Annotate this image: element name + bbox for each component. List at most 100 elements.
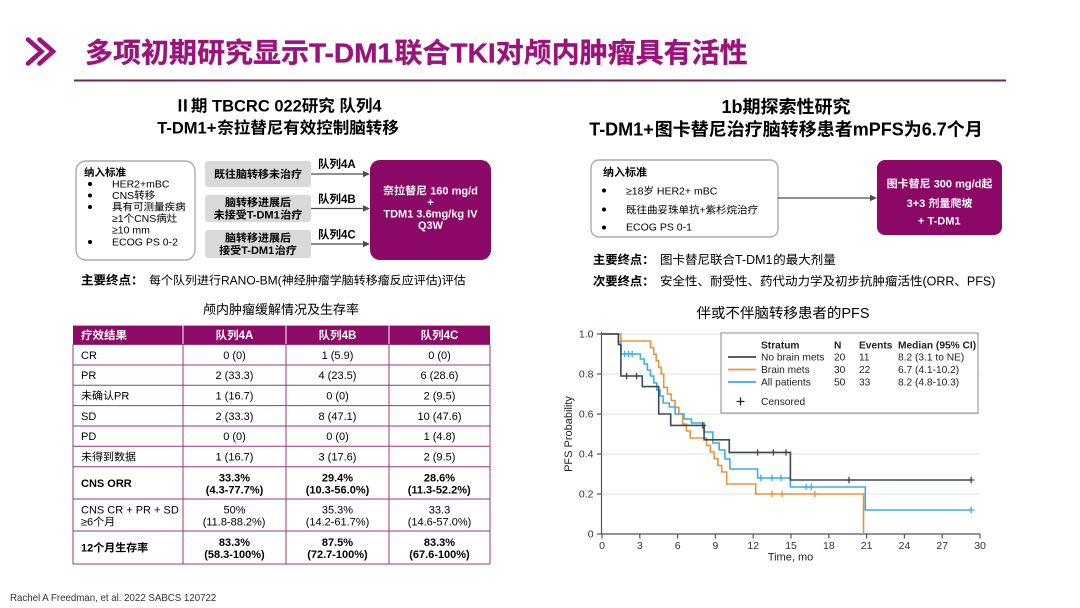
svg-text:11: 11 xyxy=(859,353,870,364)
svg-text:mPFS: mPFS xyxy=(853,120,904,140)
svg-text:27: 27 xyxy=(936,540,948,552)
svg-text:21: 21 xyxy=(861,540,873,552)
svg-text:0 (0): 0 (0) xyxy=(223,431,246,443)
svg-text:Q3W: Q3W xyxy=(418,220,444,232)
svg-text:(ORR: (ORR xyxy=(923,275,955,289)
svg-text:0.2: 0.2 xyxy=(579,489,594,501)
svg-text:4B: 4B xyxy=(342,330,357,342)
svg-text:Median (95% CI): Median (95% CI) xyxy=(898,341,976,352)
svg-text:6.7: 6.7 xyxy=(922,120,947,140)
svg-text:0.8: 0.8 xyxy=(579,369,594,381)
svg-text:(67.6-100%): (67.6-100%) xyxy=(409,549,470,561)
svg-text:CNS: CNS xyxy=(112,190,134,202)
svg-text:(58.3-100%): (58.3-100%) xyxy=(204,549,265,561)
svg-text:8 (47.1): 8 (47.1) xyxy=(319,411,357,423)
svg-text:33: 33 xyxy=(859,378,871,389)
svg-text:6.7 (4.1-10.2): 6.7 (4.1-10.2) xyxy=(898,365,959,376)
svg-text:87.5%: 87.5% xyxy=(322,537,353,549)
svg-text:4: 4 xyxy=(372,98,382,116)
svg-text:0 (0): 0 (0) xyxy=(223,350,246,362)
svg-text:Censored: Censored xyxy=(761,397,806,408)
svg-text:HER2+mBC: HER2+mBC xyxy=(112,179,170,191)
svg-text:0: 0 xyxy=(588,529,594,541)
svg-text:CNS CR + PR + SD: CNS CR + PR + SD xyxy=(81,505,179,517)
svg-text:(4.3-77.7%): (4.3-77.7%) xyxy=(206,484,264,496)
svg-text:T-DM1+: T-DM1+ xyxy=(157,120,216,138)
svg-text:2 (33.3): 2 (33.3) xyxy=(216,411,254,423)
svg-text:30: 30 xyxy=(974,540,986,552)
svg-text:≥18: ≥18 xyxy=(626,186,644,198)
svg-text:(14.2-61.7%): (14.2-61.7%) xyxy=(306,517,370,529)
svg-text:1b: 1b xyxy=(722,97,743,117)
svg-text:CNS: CNS xyxy=(134,213,156,225)
svg-text:Rachel A Freedman, et al. 2022: Rachel A Freedman, et al. 2022 SABCS 120… xyxy=(10,593,216,604)
svg-text:29.4%: 29.4% xyxy=(322,472,353,484)
svg-text:(72.7-100%): (72.7-100%) xyxy=(307,549,368,561)
svg-text:10 (47.6): 10 (47.6) xyxy=(418,411,462,423)
svg-text:1 (16.7): 1 (16.7) xyxy=(216,452,254,464)
svg-text:4B: 4B xyxy=(341,194,356,206)
svg-text:N: N xyxy=(834,341,841,352)
svg-text:4C: 4C xyxy=(444,330,459,342)
svg-text:2 (33.3): 2 (33.3) xyxy=(216,370,254,382)
svg-text:4 (23.5): 4 (23.5) xyxy=(319,370,357,382)
svg-text:0 (0): 0 (0) xyxy=(326,431,349,443)
svg-text:+: + xyxy=(700,205,706,217)
svg-text:Events: Events xyxy=(859,341,893,352)
svg-text:Stratum: Stratum xyxy=(761,341,800,352)
svg-text:12: 12 xyxy=(81,543,93,555)
svg-text:4C: 4C xyxy=(341,230,356,242)
svg-text:35.3%: 35.3% xyxy=(322,505,353,517)
svg-text:28.6%: 28.6% xyxy=(424,472,455,484)
svg-text:T-DM1: T-DM1 xyxy=(309,38,393,69)
svg-text:8.2 (3.1 to NE): 8.2 (3.1 to NE) xyxy=(898,353,964,364)
svg-text:18: 18 xyxy=(823,540,835,552)
svg-text:1 (5.9): 1 (5.9) xyxy=(322,350,354,362)
svg-text:6: 6 xyxy=(675,540,681,552)
svg-text:50: 50 xyxy=(834,378,846,389)
svg-text:SD: SD xyxy=(81,411,96,423)
svg-text:3+3: 3+3 xyxy=(907,198,926,210)
svg-text:0 (0): 0 (0) xyxy=(428,350,451,362)
svg-text:(10.3-56.0%): (10.3-56.0%) xyxy=(306,484,370,496)
svg-text:≥10 mm: ≥10 mm xyxy=(112,225,150,237)
svg-text:+ T-DM1: + T-DM1 xyxy=(918,216,960,228)
svg-text:83.3%: 83.3% xyxy=(219,537,250,549)
svg-text:(11.3-52.2%): (11.3-52.2%) xyxy=(408,484,471,496)
svg-text:1.0: 1.0 xyxy=(579,329,594,341)
svg-text:): ) xyxy=(438,274,442,288)
svg-text:(14.6-57.0%): (14.6-57.0%) xyxy=(408,517,472,529)
svg-text:No brain mets: No brain mets xyxy=(761,353,824,364)
svg-text:3: 3 xyxy=(637,540,643,552)
svg-text:33.3: 33.3 xyxy=(429,505,450,517)
svg-text:9: 9 xyxy=(713,540,719,552)
svg-text:24: 24 xyxy=(899,540,911,552)
svg-text:RANO-BM(: RANO-BM( xyxy=(221,274,282,288)
svg-text:30: 30 xyxy=(834,365,846,376)
svg-text:Time, mo: Time, mo xyxy=(768,552,813,564)
svg-text:160 mg/d: 160 mg/d xyxy=(430,186,478,198)
svg-text:+: + xyxy=(427,197,433,209)
svg-text:HER2+ mBC: HER2+ mBC xyxy=(657,186,718,198)
svg-text:20: 20 xyxy=(834,353,846,364)
svg-text:CR: CR xyxy=(81,350,97,362)
svg-text:PR: PR xyxy=(81,370,96,382)
svg-text:T-DM1: T-DM1 xyxy=(735,253,773,267)
svg-text:6 (28.6): 6 (28.6) xyxy=(421,370,459,382)
svg-text:PFS): PFS) xyxy=(967,275,995,289)
svg-text:ECOG PS 0-2: ECOG PS 0-2 xyxy=(112,237,178,249)
svg-text:T-DM1+: T-DM1+ xyxy=(589,120,654,140)
svg-text:0 (0): 0 (0) xyxy=(326,391,349,403)
svg-text:TDM1 3.6mg/kg IV: TDM1 3.6mg/kg IV xyxy=(383,209,478,221)
svg-text:33.3%: 33.3% xyxy=(219,472,250,484)
svg-text:83.3%: 83.3% xyxy=(424,537,455,549)
svg-text:CNS ORR: CNS ORR xyxy=(81,478,132,490)
svg-text:PFS: PFS xyxy=(841,306,869,322)
svg-text:PR: PR xyxy=(114,391,129,403)
svg-text:0.6: 0.6 xyxy=(579,409,594,421)
svg-text:1 (16.7): 1 (16.7) xyxy=(216,391,254,403)
svg-text:T-DM1: T-DM1 xyxy=(247,210,280,222)
svg-text:12: 12 xyxy=(747,540,759,552)
svg-text:22: 22 xyxy=(859,365,871,376)
svg-text:8.2 (4.8-10.3): 8.2 (4.8-10.3) xyxy=(898,378,959,389)
